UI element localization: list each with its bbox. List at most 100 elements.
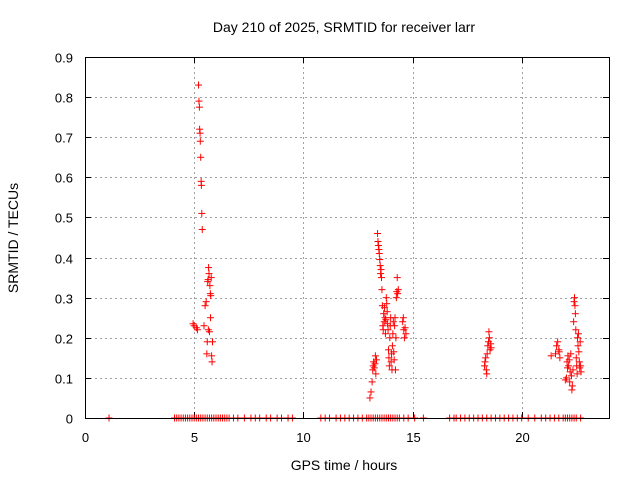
x-tick-label: 20 — [515, 430, 529, 445]
data-point — [555, 348, 563, 356]
data-point — [207, 292, 215, 300]
data-point — [208, 358, 216, 366]
data-point — [552, 350, 560, 358]
data-point — [553, 342, 561, 350]
data-point — [367, 388, 375, 396]
data-point — [381, 304, 389, 312]
data-point — [391, 322, 399, 330]
grid — [85, 57, 609, 418]
data-point — [391, 314, 399, 322]
y-tick-label: 0.2 — [55, 332, 73, 347]
data-point — [206, 282, 214, 290]
data-point — [574, 342, 582, 350]
data-point — [568, 382, 576, 390]
data-point — [197, 153, 205, 161]
data-point — [483, 370, 491, 378]
data-point — [554, 338, 562, 346]
data-point — [487, 344, 495, 352]
data-point — [577, 368, 585, 376]
data-point — [195, 97, 203, 105]
data-point — [573, 370, 581, 378]
data-point — [382, 316, 390, 324]
data-point — [399, 314, 407, 322]
x-tick-label: 15 — [406, 430, 420, 445]
data-point — [205, 264, 213, 272]
data-point — [382, 294, 390, 302]
y-tick-label: 0.8 — [55, 91, 73, 106]
data-point — [370, 364, 378, 372]
data-point — [571, 310, 579, 318]
y-tick-label: 0.3 — [55, 292, 73, 307]
data-point — [565, 362, 573, 370]
data-point — [385, 354, 393, 362]
data-point — [571, 294, 579, 302]
data-point — [481, 358, 489, 366]
x-tick-label: 0 — [82, 430, 89, 445]
data-point — [565, 356, 573, 364]
y-tick-label: 0.9 — [55, 51, 73, 66]
data-point — [376, 262, 384, 270]
y-tick-label: 0 — [66, 412, 73, 427]
data-point — [575, 358, 583, 366]
data-point — [393, 274, 401, 282]
data-point — [203, 350, 211, 358]
data-point — [390, 348, 398, 356]
data-point — [200, 322, 208, 330]
data-point — [577, 362, 585, 370]
data-point — [198, 209, 206, 217]
data-point — [562, 374, 570, 382]
data-point — [207, 314, 215, 322]
data-point — [394, 290, 402, 298]
data-point — [402, 330, 410, 338]
data-point — [400, 334, 408, 342]
data-point — [385, 362, 393, 370]
data-point — [384, 346, 392, 354]
data-point — [547, 352, 555, 360]
data-point — [376, 256, 384, 264]
data-point — [207, 274, 215, 282]
data-point — [195, 81, 203, 89]
data-point — [197, 181, 205, 189]
data-points — [105, 81, 585, 422]
y-axis-label: SRMTID / TECUs — [5, 183, 21, 293]
data-point — [569, 366, 577, 374]
data-point — [383, 308, 391, 316]
data-point — [375, 250, 383, 258]
data-point — [485, 334, 493, 342]
data-point — [567, 372, 575, 380]
data-point — [566, 378, 574, 386]
data-point — [401, 324, 409, 332]
data-point — [571, 302, 579, 310]
data-point — [576, 338, 584, 346]
data-point — [198, 225, 206, 233]
data-point — [193, 326, 201, 334]
data-point — [368, 378, 376, 386]
data-point — [575, 348, 583, 356]
data-point — [388, 342, 396, 350]
data-point — [195, 103, 203, 111]
data-point — [574, 330, 582, 338]
data-point — [202, 298, 210, 306]
x-tick-label: 5 — [191, 430, 198, 445]
data-point — [399, 318, 407, 326]
data-point — [378, 286, 386, 294]
data-point — [390, 356, 398, 364]
data-point — [209, 338, 217, 346]
data-point — [392, 294, 400, 302]
axis-ticks: 0 0.1 0.2 0.3 0.4 0.5 0.6 0.7 0.8 0.9 0 5 10 15 20 — [55, 51, 609, 445]
x-tick-label: 10 — [296, 430, 310, 445]
data-point — [371, 352, 379, 360]
data-point — [392, 334, 400, 342]
data-point — [377, 266, 385, 274]
data-point — [205, 270, 213, 278]
data-point — [482, 354, 490, 362]
data-point — [201, 302, 209, 310]
data-point — [371, 360, 379, 368]
data-point — [366, 394, 374, 402]
data-point — [394, 286, 402, 294]
data-point — [381, 330, 389, 338]
data-point — [483, 350, 491, 358]
data-point — [389, 318, 397, 326]
y-tick-label: 0.5 — [55, 211, 73, 226]
